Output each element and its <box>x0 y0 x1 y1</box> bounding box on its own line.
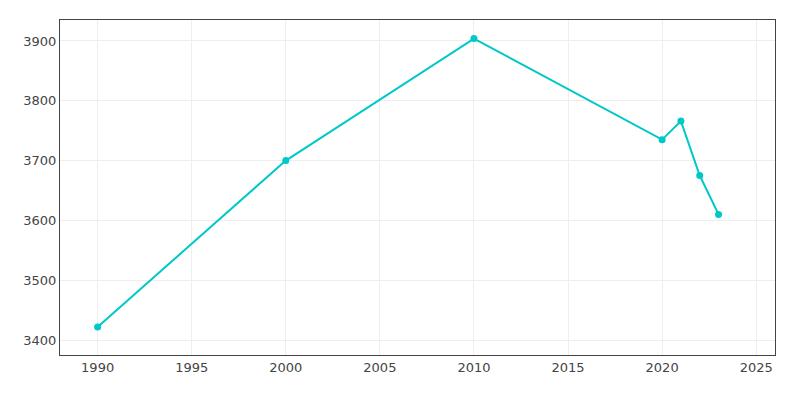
svg-text:2020: 2020 <box>646 360 679 375</box>
svg-text:3900: 3900 <box>23 33 56 48</box>
svg-text:3500: 3500 <box>23 273 56 288</box>
svg-text:3600: 3600 <box>23 213 56 228</box>
svg-text:3700: 3700 <box>23 153 56 168</box>
svg-text:2000: 2000 <box>269 360 302 375</box>
svg-text:2005: 2005 <box>363 360 396 375</box>
svg-text:3400: 3400 <box>23 333 56 348</box>
svg-text:3800: 3800 <box>23 93 56 108</box>
svg-text:2015: 2015 <box>551 360 584 375</box>
svg-text:2025: 2025 <box>740 360 773 375</box>
svg-text:2010: 2010 <box>457 360 490 375</box>
svg-text:1990: 1990 <box>81 360 114 375</box>
svg-text:1995: 1995 <box>175 360 208 375</box>
